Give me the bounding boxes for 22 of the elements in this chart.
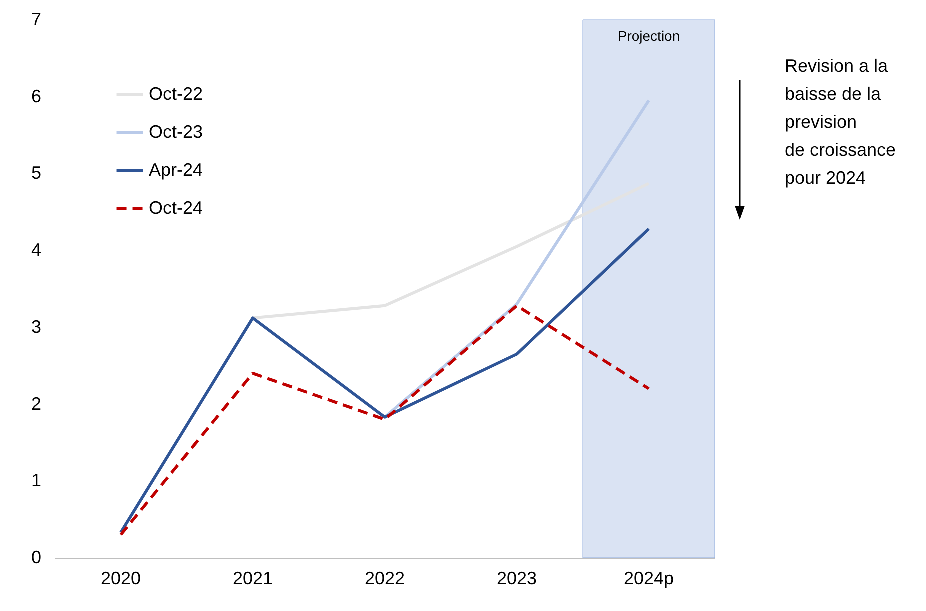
line-series <box>252 182 650 320</box>
y-tick-label: 3 <box>31 316 42 337</box>
line-series <box>120 228 650 534</box>
text: Revision a la baisse de la prevision de croissance pour 2024 <box>785 56 896 188</box>
x-tick-label: 2024p <box>624 568 674 588</box>
line-series <box>120 304 650 536</box>
y-tick-label: 1 <box>31 470 42 491</box>
legend-label: Oct-23 <box>149 122 204 142</box>
legend-label: Oct-22 <box>149 84 204 104</box>
y-tick-label: 2 <box>31 394 42 414</box>
legend-label: Oct-24 <box>149 198 204 218</box>
y-tick-label: 7 <box>31 10 42 30</box>
legend-label: Apr-24 <box>149 160 204 180</box>
x-tick-label: 2021 <box>232 568 274 588</box>
y-tick-label: 6 <box>31 86 42 106</box>
x-tick-label: 2020 <box>100 568 142 588</box>
y-tick-label: 5 <box>31 163 42 184</box>
x-tick-label: 2023 <box>496 568 538 588</box>
y-tick-label: 4 <box>31 240 42 260</box>
band-label: Projection <box>618 28 680 44</box>
x-tick-label: 2022 <box>364 568 406 588</box>
y-tick-label: 0 <box>31 548 42 568</box>
